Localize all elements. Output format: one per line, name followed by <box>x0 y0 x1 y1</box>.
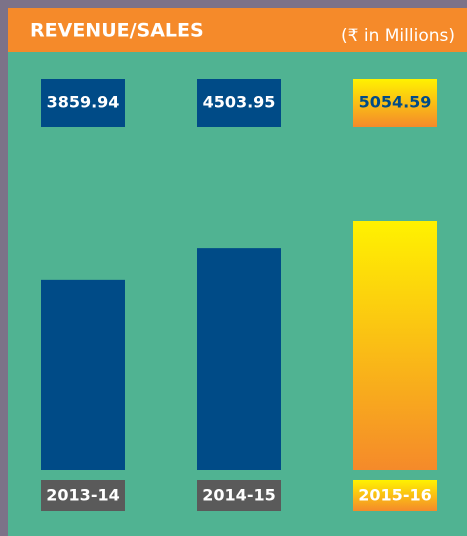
value-label: 5054.59 <box>359 93 432 112</box>
header <box>8 8 467 52</box>
category-box <box>197 480 281 511</box>
value-box <box>41 79 125 127</box>
x-tick-label: 2014-15 <box>202 486 275 505</box>
bar <box>353 221 437 470</box>
value-box <box>197 79 281 127</box>
value-box <box>353 79 437 127</box>
x-tick-label: 2015-16 <box>358 486 431 505</box>
category-box <box>41 480 125 511</box>
chart-title: REVENUE/SALES <box>30 20 204 42</box>
category-box <box>353 480 437 511</box>
chart-subtitle: (₹ in Millions) <box>341 26 455 46</box>
value-label: 4503.95 <box>203 93 276 112</box>
value-label: 3859.94 <box>47 93 120 112</box>
x-tick-label: 2013-14 <box>46 486 119 505</box>
bar <box>197 248 281 470</box>
bar <box>41 279 125 470</box>
